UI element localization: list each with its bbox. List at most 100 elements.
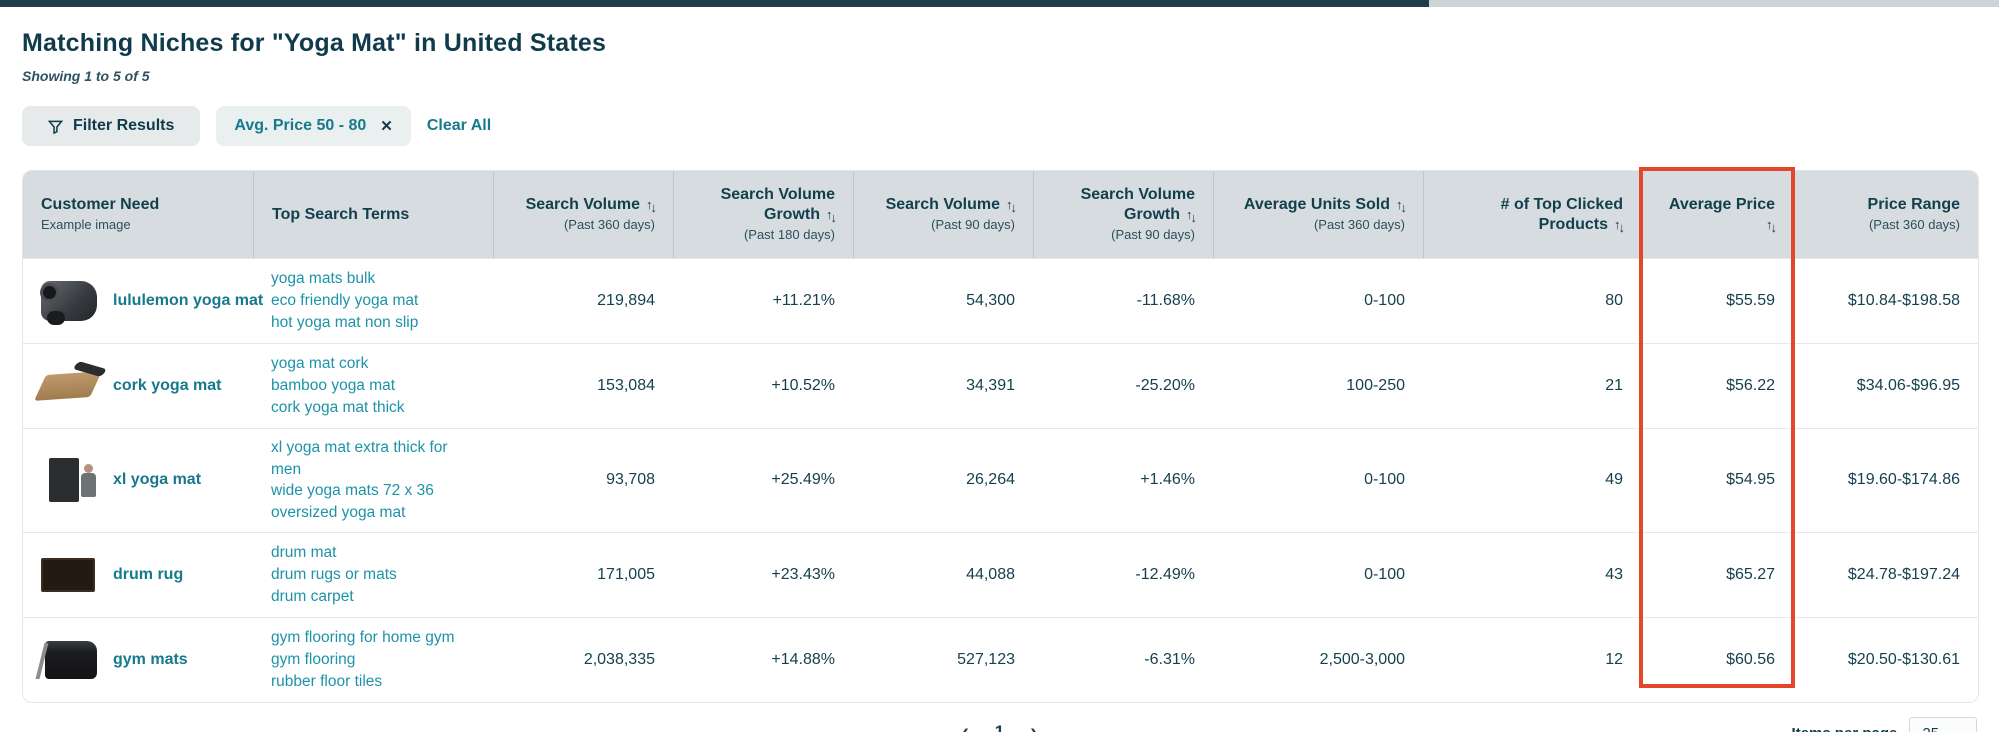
niche-link[interactable]: gym mats bbox=[113, 650, 188, 668]
col-header-search-volume-growth-90[interactable]: Search Volume Growth ↑↓ (Past 90 days) bbox=[1033, 171, 1213, 258]
previous-page-icon[interactable]: ‹ bbox=[962, 720, 969, 732]
search-term-link[interactable]: yoga mats bulk bbox=[271, 270, 376, 288]
loading-progress-bar bbox=[0, 0, 1999, 7]
search-term-link[interactable]: cork yoga mat thick bbox=[271, 398, 405, 416]
col-sublabel: (Past 90 days) bbox=[931, 217, 1015, 233]
remove-filter-icon[interactable]: ✕ bbox=[380, 118, 393, 135]
search-volume-growth-90-value: -12.49% bbox=[1033, 531, 1213, 617]
search-term-link[interactable]: oversized yoga mat bbox=[271, 504, 406, 522]
average-price-value: $56.22 bbox=[1641, 343, 1793, 428]
niche-link[interactable]: xl yoga mat bbox=[113, 471, 202, 489]
col-sublabel: (Past 360 days) bbox=[1868, 217, 1960, 233]
col-sublabel: (Past 360 days) bbox=[563, 217, 655, 233]
search-term-link[interactable]: eco friendly yoga mat bbox=[271, 292, 419, 310]
col-header-search-volume-360[interactable]: Search Volume ↑↓ (Past 360 days) bbox=[493, 171, 673, 258]
price-range-value: $19.60-$174.86 bbox=[1793, 428, 1978, 532]
search-term-link[interactable]: gym flooring for home gym bbox=[271, 629, 455, 647]
search-term-link[interactable]: drum carpet bbox=[271, 587, 354, 605]
search-volume-growth-180-value: +11.21% bbox=[673, 258, 853, 343]
col-sublabel: (Past 360 days) bbox=[1313, 217, 1405, 233]
search-volume-90-value: 54,300 bbox=[853, 258, 1033, 343]
filter-results-button[interactable]: Filter Results bbox=[22, 106, 201, 146]
top-clicked-products-value: 49 bbox=[1423, 428, 1641, 532]
clear-all-link[interactable]: Clear All bbox=[426, 117, 492, 134]
main-content: Matching Niches for "Yoga Mat" in United… bbox=[0, 29, 1999, 732]
search-volume-growth-180-value: +10.52% bbox=[673, 343, 853, 428]
items-per-page-select[interactable]: 25 ⌄ bbox=[1909, 716, 1977, 732]
search-volume-90-value: 527,123 bbox=[853, 616, 1033, 702]
items-per-page-label: Items per page bbox=[1792, 725, 1898, 732]
search-volume-growth-90-value: +1.46% bbox=[1033, 428, 1213, 532]
search-volume-growth-180-value: +23.43% bbox=[673, 531, 853, 617]
current-page-number[interactable]: 1 bbox=[994, 722, 1005, 732]
table-row: cork yoga mat yoga mat cork bamboo yoga … bbox=[23, 343, 1978, 428]
search-term-link[interactable]: wide yoga mats 72 x 36 bbox=[271, 482, 434, 500]
table-row: lululemon yoga mat yoga mats bulk eco fr… bbox=[23, 258, 1978, 343]
filter-toolbar: Filter Results Avg. Price 50 - 80 ✕ Clea… bbox=[22, 106, 1977, 146]
col-header-customer-need: Customer Need Example image bbox=[23, 171, 253, 258]
chevron-down-icon: ⌄ bbox=[1953, 725, 1964, 732]
search-term-link[interactable]: hot yoga mat non slip bbox=[271, 313, 419, 331]
price-range-value: $20.50-$130.61 bbox=[1793, 616, 1978, 702]
table-row: drum rug drum mat drum rugs or mats drum… bbox=[23, 531, 1978, 617]
pagination: ‹ 1 › bbox=[22, 721, 1977, 732]
sort-icon[interactable]: ↑↓ bbox=[1006, 197, 1017, 216]
product-image bbox=[41, 278, 99, 325]
sort-icon[interactable]: ↑↓ bbox=[826, 207, 837, 226]
search-term-link[interactable]: yoga mat cork bbox=[271, 355, 369, 373]
search-term-link[interactable]: bamboo yoga mat bbox=[271, 377, 396, 395]
search-term-link[interactable]: xl yoga mat extra thick for men bbox=[271, 439, 448, 478]
niches-table-container: Customer Need Example image Top Search T… bbox=[22, 167, 1979, 703]
niche-link[interactable]: drum rug bbox=[113, 565, 184, 583]
filter-funnel-icon bbox=[48, 119, 63, 134]
search-volume-360-value: 153,084 bbox=[493, 343, 673, 428]
col-label: Search Volume Growth bbox=[720, 186, 835, 224]
average-units-sold-value: 0-100 bbox=[1213, 428, 1423, 532]
filter-chip-label: Avg. Price 50 - 80 bbox=[234, 117, 367, 134]
search-term-link[interactable]: gym flooring bbox=[271, 650, 356, 668]
search-volume-90-value: 44,088 bbox=[853, 531, 1033, 617]
search-volume-growth-90-value: -11.68% bbox=[1033, 258, 1213, 343]
sort-icon[interactable]: ↑↓ bbox=[1614, 216, 1625, 235]
col-header-search-volume-90[interactable]: Search Volume ↑↓ (Past 90 days) bbox=[853, 171, 1033, 258]
filter-results-label: Filter Results bbox=[73, 117, 175, 134]
results-count: Showing 1 to 5 of 5 bbox=[22, 68, 150, 84]
search-volume-360-value: 219,894 bbox=[493, 258, 673, 343]
niches-table: Customer Need Example image Top Search T… bbox=[22, 170, 1979, 703]
top-search-terms: drum mat drum rugs or mats drum carpet bbox=[271, 542, 475, 607]
progress-bar-filled bbox=[0, 0, 1430, 7]
items-per-page-value: 25 bbox=[1922, 725, 1939, 732]
sort-icon[interactable]: ↑↓ bbox=[1186, 207, 1197, 226]
col-header-search-volume-growth-180[interactable]: Search Volume Growth ↑↓ (Past 180 days) bbox=[673, 171, 853, 258]
top-clicked-products-value: 43 bbox=[1423, 531, 1641, 617]
col-header-top-clicked-products[interactable]: # of Top Clicked Products ↑↓ bbox=[1423, 171, 1641, 258]
next-page-icon[interactable]: › bbox=[1030, 720, 1037, 732]
col-sublabel: (Past 180 days) bbox=[743, 227, 835, 243]
col-header-top-search-terms: Top Search Terms bbox=[253, 171, 493, 258]
col-header-average-price[interactable]: Average Price ↑↓ bbox=[1641, 171, 1793, 258]
col-label: Price Range bbox=[1867, 196, 1960, 214]
search-volume-360-value: 171,005 bbox=[493, 531, 673, 617]
top-search-terms: yoga mats bulk eco friendly yoga mat hot… bbox=[271, 268, 475, 333]
search-term-link[interactable]: rubber floor tiles bbox=[271, 672, 383, 690]
average-units-sold-value: 0-100 bbox=[1213, 531, 1423, 617]
table-row: gym mats gym flooring for home gym gym f… bbox=[23, 616, 1978, 702]
sort-icon[interactable]: ↑↓ bbox=[1396, 197, 1407, 216]
search-volume-growth-90-value: -25.20% bbox=[1033, 343, 1213, 428]
sort-icon[interactable]: ↑↓ bbox=[646, 197, 657, 216]
search-volume-90-value: 26,264 bbox=[853, 428, 1033, 532]
col-label: # of Top Clicked Products bbox=[1500, 195, 1623, 233]
average-price-value: $55.59 bbox=[1641, 258, 1793, 343]
table-footer: ‹ 1 › Items per page 25 ⌄ bbox=[22, 716, 1977, 732]
sort-icon[interactable]: ↑↓ bbox=[1766, 216, 1777, 235]
search-term-link[interactable]: drum rugs or mats bbox=[271, 565, 397, 583]
top-clicked-products-value: 80 bbox=[1423, 258, 1641, 343]
col-header-average-units-sold[interactable]: Average Units Sold ↑↓ (Past 360 days) bbox=[1213, 171, 1423, 258]
niche-link[interactable]: lululemon yoga mat bbox=[113, 292, 264, 309]
search-volume-360-value: 2,038,335 bbox=[493, 616, 673, 702]
search-term-link[interactable]: drum mat bbox=[271, 544, 337, 562]
col-label: Customer Need bbox=[41, 196, 160, 214]
avg-price-filter-chip[interactable]: Avg. Price 50 - 80 ✕ bbox=[216, 106, 411, 146]
niche-link[interactable]: cork yoga mat bbox=[113, 377, 222, 394]
product-image bbox=[41, 551, 99, 598]
